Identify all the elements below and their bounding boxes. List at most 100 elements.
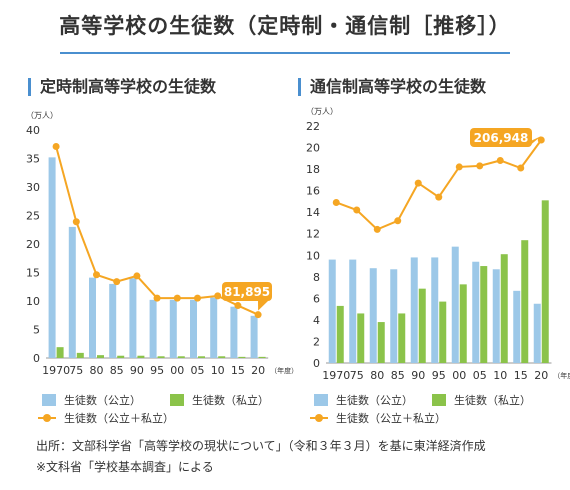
pt-point-total-15 <box>234 302 242 310</box>
cr-point-total-85 <box>394 217 402 225</box>
cr-y-tick-3: 6 <box>313 292 320 305</box>
pt-bar-public-75 <box>68 226 76 358</box>
pt-point-total-90 <box>133 272 141 280</box>
pt-bar-public-20 <box>250 315 258 358</box>
cr-x-tick-1: 75 <box>350 369 364 382</box>
pt-y-tick-0: 0 <box>33 352 40 365</box>
legend-item-total-right: 生徒数（公立＋私立） <box>310 410 446 426</box>
cr-bar-public-15 <box>513 290 521 363</box>
chart-title-correspondence: 通信制高等学校の生徒数 <box>298 78 486 96</box>
pt-x-tick-9: 15 <box>231 364 245 377</box>
pt-bar-private-00 <box>177 356 185 358</box>
cr-bar-public-95 <box>431 257 439 363</box>
cr-point-total-90 <box>414 179 422 187</box>
pt-bar-private-05 <box>198 356 205 358</box>
pt-y-tick-3: 15 <box>26 267 40 280</box>
cr-x-tick-6: 00 <box>452 369 466 382</box>
cr-y-tick-2: 4 <box>313 314 320 327</box>
cr-y-tick-11: 22 <box>306 120 320 133</box>
pt-bar-private-1970 <box>56 347 64 358</box>
cr-bar-private-95 <box>439 301 447 363</box>
cr-bar-public-90 <box>410 257 418 363</box>
legend-swatch-private <box>170 394 184 406</box>
chart-correspondence: （万人） 0 2 4 6 8 10 12 14 16 18 20 22 1970 75 80 85 90 95 00 0… <box>306 107 570 382</box>
pt-y-tick-8: 40 <box>26 124 40 137</box>
cr-bar-private-90 <box>418 288 426 363</box>
legend-item-private-right: 生徒数（私立） <box>432 392 531 408</box>
pt-point-total-1970 <box>52 143 60 151</box>
cr-point-total-75 <box>353 206 361 214</box>
cr-bar-private-05 <box>480 266 488 363</box>
source-note: 出所：文部科学省「高等学校の現状について」（令和３年３月）を基に東洋経済作成 <box>36 439 486 453</box>
legend-swatch-total-right <box>310 412 328 424</box>
chart-title-part-time: 定時制高等学校の生徒数 <box>28 78 216 96</box>
cr-x-tick-7: 05 <box>473 369 487 382</box>
legend-label-total-right: 生徒数（公立＋私立） <box>336 412 446 425</box>
cr-point-total-00 <box>455 163 463 171</box>
pt-point-total-95 <box>153 294 161 302</box>
cr-point-total-80 <box>373 225 381 233</box>
cr-callout-label: 206,948 <box>474 131 529 145</box>
pt-x-tick-4: 90 <box>130 364 144 377</box>
pt-bar-public-90 <box>129 278 137 358</box>
cr-bar-public-20 <box>533 303 541 363</box>
pt-bar-public-85 <box>109 283 117 358</box>
legend-swatch-public <box>42 394 56 406</box>
pt-bar-public-15 <box>230 306 238 358</box>
pt-x-tick-3: 85 <box>110 364 124 377</box>
pt-x-tick-0: 1970 <box>42 364 70 377</box>
legend-swatch-private-right <box>432 394 446 406</box>
cr-x-tick-3: 85 <box>391 369 405 382</box>
cr-x-unit-label: （年度） <box>553 371 570 380</box>
pt-bar-private-90 <box>137 355 145 358</box>
legend-item-total: 生徒数（公立＋私立） <box>38 410 174 426</box>
cr-y-tick-7: 14 <box>306 206 320 219</box>
pt-bar-private-10 <box>218 356 226 358</box>
pt-point-total-20 <box>254 311 262 319</box>
pt-bar-public-05 <box>190 299 197 358</box>
pt-x-tick-5: 95 <box>150 364 164 377</box>
legend-swatch-public-right <box>314 394 328 406</box>
pt-point-total-85 <box>113 278 121 286</box>
pt-x-tick-6: 00 <box>170 364 184 377</box>
pt-bar-private-95 <box>157 356 165 358</box>
pt-y-tick-4: 20 <box>26 238 40 251</box>
cr-y-tick-0: 0 <box>313 357 320 370</box>
cr-bar-private-85 <box>398 313 406 363</box>
cr-x-tick-4: 90 <box>411 369 425 382</box>
legend-label-private: 生徒数（私立） <box>192 394 269 407</box>
pt-callout-label: 81,895 <box>224 285 270 299</box>
pt-y-tick-2: 10 <box>26 295 40 308</box>
cr-point-total-10 <box>496 156 504 164</box>
cr-x-tick-5: 95 <box>432 369 446 382</box>
pt-x-tick-1: 75 <box>69 364 83 377</box>
cr-x-tick-0: 1970 <box>322 369 350 382</box>
legend-label-private-right: 生徒数（私立） <box>454 394 531 407</box>
cr-x-tick-10: 20 <box>534 369 548 382</box>
title-underline <box>60 52 510 54</box>
cr-y-tick-9: 18 <box>306 163 320 176</box>
legend-label-total: 生徒数（公立＋私立） <box>64 412 174 425</box>
cr-y-tick-10: 20 <box>306 142 320 155</box>
pt-bar-private-15 <box>238 356 246 358</box>
cr-y-tick-4: 8 <box>313 271 320 284</box>
pt-bar-private-85 <box>117 355 125 358</box>
pt-bar-public-10 <box>210 297 218 358</box>
pt-bar-private-75 <box>76 352 84 358</box>
source-footnote: ※文科省「学校基本調査」による <box>36 460 214 474</box>
pt-bar-public-80 <box>89 277 96 358</box>
cr-bar-private-75 <box>357 313 365 363</box>
pt-y-tick-6: 30 <box>26 181 40 194</box>
cr-bar-public-85 <box>390 269 398 363</box>
cr-y-tick-6: 12 <box>306 228 320 241</box>
cr-bar-public-75 <box>349 259 357 363</box>
cr-callout-box <box>470 128 532 147</box>
legend-label-public-right: 生徒数（公立） <box>336 394 413 407</box>
pt-point-total-75 <box>72 218 80 226</box>
cr-bar-public-00 <box>451 246 459 363</box>
pt-point-total-80 <box>93 271 100 279</box>
legend-item-private: 生徒数（私立） <box>170 392 269 408</box>
pt-x-tick-10: 20 <box>251 364 265 377</box>
cr-bar-private-10 <box>500 254 508 363</box>
pt-x-tick-8: 10 <box>211 364 225 377</box>
